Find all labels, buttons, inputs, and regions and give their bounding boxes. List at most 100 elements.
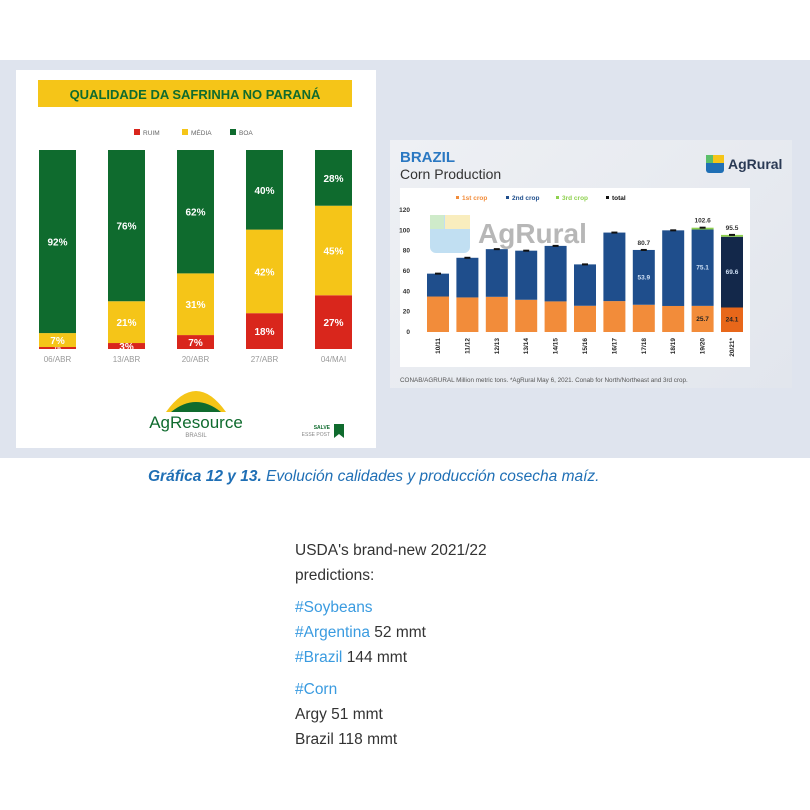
logo-sub: BRASIL bbox=[185, 433, 207, 439]
legend-swatch bbox=[606, 196, 609, 199]
total-marker bbox=[523, 249, 530, 252]
bar-segment bbox=[691, 229, 714, 306]
total-marker bbox=[464, 256, 471, 259]
chart-title: QUALIDADE DA SAFRINHA NO PARANÁ bbox=[70, 87, 321, 102]
hashtag-corn[interactable]: #Corn bbox=[295, 681, 338, 698]
x-tick-label: 12/13 bbox=[494, 338, 501, 355]
data-label: 28% bbox=[323, 174, 343, 185]
agrural-logo-text: AgRural bbox=[728, 156, 782, 172]
tweet-text: USDA's brand-new 2021/22 predictions: #S… bbox=[295, 538, 487, 752]
total-marker bbox=[699, 226, 706, 229]
data-label: 31% bbox=[185, 300, 205, 311]
bar-segment bbox=[456, 257, 479, 298]
legend-label: 1st crop bbox=[462, 195, 487, 202]
x-tick-label: 14/15 bbox=[553, 338, 560, 355]
total-label: 102.6 bbox=[694, 218, 711, 225]
y-tick-label: 0 bbox=[406, 329, 410, 336]
x-tick-label: 20/21* bbox=[729, 338, 736, 357]
y-tick-label: 60 bbox=[403, 268, 411, 275]
x-tick-label: 18/19 bbox=[670, 338, 677, 355]
hashtag-soybeans[interactable]: #Soybeans bbox=[295, 599, 373, 616]
legend-swatch bbox=[456, 196, 459, 199]
agresource-logo-arc bbox=[171, 402, 221, 412]
quality-chart: QUALIDADE DA SAFRINHA NO PARANÁ RUIM MÉDI… bbox=[38, 80, 352, 439]
bar-segment bbox=[632, 304, 655, 332]
data-label: 40% bbox=[254, 186, 274, 197]
legend-swatch bbox=[134, 129, 140, 135]
bar-segment bbox=[246, 150, 283, 230]
bar-segment bbox=[515, 250, 538, 300]
tweet-line: predictions: bbox=[295, 567, 375, 584]
legend-label: total bbox=[612, 195, 626, 202]
total-marker bbox=[670, 229, 677, 232]
x-tick-label: 11/12 bbox=[464, 338, 471, 354]
bar-segment bbox=[246, 313, 283, 349]
quality-chart-panel: QUALIDADE DA SAFRINHA NO PARANÁ RUIM MÉDI… bbox=[16, 70, 376, 448]
y-tick-label: 80 bbox=[403, 248, 411, 255]
total-label: 80.7 bbox=[637, 240, 650, 247]
legend-label: 2nd crop bbox=[512, 195, 539, 202]
tweet-line: Brazil 118 mmt bbox=[295, 731, 398, 748]
source-note: CONAB/AGRURAL Million metric tons. *AgRu… bbox=[400, 377, 688, 384]
data-label: 92% bbox=[47, 238, 67, 249]
data-label: 42% bbox=[254, 267, 274, 278]
bar-segment bbox=[691, 305, 714, 332]
bar-segment bbox=[574, 264, 596, 306]
bar-segment bbox=[108, 301, 145, 344]
data-label: 76% bbox=[116, 222, 136, 233]
legend-label: BOA bbox=[239, 130, 253, 137]
hashtag-brazil[interactable]: #Brazil bbox=[295, 649, 343, 666]
bar-segment bbox=[315, 205, 352, 296]
bar-segment bbox=[544, 301, 567, 332]
bar-segment bbox=[39, 347, 76, 349]
x-tick-label: 16/17 bbox=[611, 338, 618, 355]
bookmark-icon bbox=[334, 424, 344, 438]
bar-segment bbox=[721, 236, 743, 308]
bar-segment bbox=[662, 230, 685, 306]
x-tick-label: 17/18 bbox=[641, 338, 648, 355]
total-label: 95.5 bbox=[726, 225, 739, 232]
data-label: 18% bbox=[254, 327, 274, 338]
bar-segment bbox=[177, 273, 214, 336]
legend-swatch bbox=[230, 129, 236, 135]
caption-label: Gráfica 12 y 13. bbox=[148, 468, 262, 485]
tweet-line: Argy 51 mmt bbox=[295, 706, 383, 723]
data-label: 27% bbox=[323, 318, 343, 329]
legend-label: MÉDIA bbox=[191, 128, 212, 137]
x-tick-label: 20/ABR bbox=[182, 355, 210, 364]
bar-segment bbox=[603, 301, 626, 332]
x-tick-label: 13/14 bbox=[523, 338, 530, 355]
bar-segment bbox=[721, 307, 743, 332]
y-tick-label: 40 bbox=[403, 288, 411, 295]
legend-label: 3rd crop bbox=[562, 195, 588, 202]
data-label: 45% bbox=[323, 246, 343, 257]
legend-swatch bbox=[182, 129, 188, 135]
bar-segment bbox=[108, 343, 145, 349]
hashtag-argentina[interactable]: #Argentina bbox=[295, 624, 370, 641]
title-banner bbox=[38, 80, 352, 107]
chart-subtitle: Corn Production bbox=[400, 166, 501, 182]
data-label: 7% bbox=[188, 338, 203, 349]
bar-segment bbox=[544, 245, 567, 302]
second-crop-label: 69.6 bbox=[726, 269, 739, 276]
total-marker bbox=[611, 231, 618, 234]
bar-segment bbox=[427, 296, 449, 332]
bar-segment bbox=[315, 150, 352, 206]
bar-segment bbox=[574, 305, 596, 332]
figure-caption: Gráfica 12 y 13. Evolución calidades y p… bbox=[148, 468, 600, 486]
bar-segment bbox=[108, 150, 145, 302]
x-tick-label: 27/ABR bbox=[251, 355, 279, 364]
tweet-line: USDA's brand-new 2021/22 bbox=[295, 542, 487, 559]
chart-title: BRAZIL bbox=[400, 149, 455, 166]
data-label: 7% bbox=[50, 336, 65, 347]
legend-swatch bbox=[506, 196, 509, 199]
first-crop-label: 24.1 bbox=[726, 317, 739, 324]
total-marker bbox=[435, 272, 441, 275]
total-marker bbox=[493, 248, 500, 251]
bar-segment bbox=[515, 299, 538, 332]
y-tick-label: 120 bbox=[399, 207, 410, 214]
x-tick-label: 10/11 bbox=[435, 338, 442, 354]
total-marker bbox=[582, 263, 588, 266]
bar-segment bbox=[177, 335, 214, 349]
save-label: SALVE bbox=[314, 425, 331, 431]
